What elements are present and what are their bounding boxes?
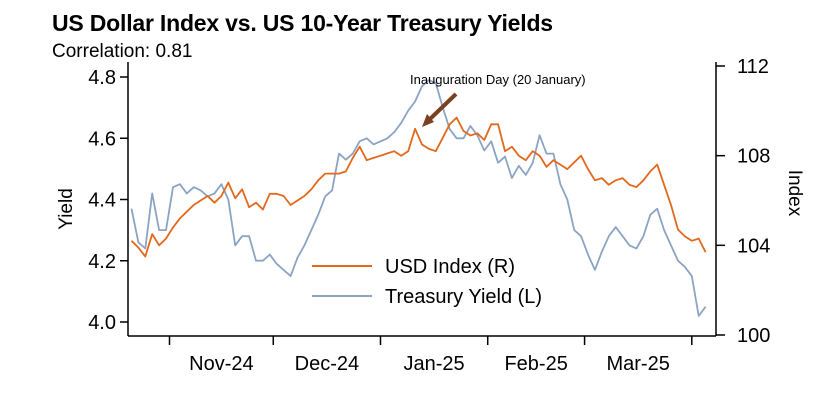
left-y-tick-label: 4.6 — [88, 128, 116, 150]
legend: USD Index (R) Treasury Yield (L) — [312, 256, 542, 308]
x-tick-label: Mar-25 — [606, 353, 669, 375]
right-axis-label: Index — [784, 170, 805, 217]
x-tick-label: Feb-25 — [504, 353, 567, 375]
annotation-text: Inauguration Day (20 January) — [410, 72, 586, 87]
annotation: Inauguration Day (20 January) — [410, 72, 586, 127]
x-tick-label: Jan-25 — [404, 353, 465, 375]
left-y-axis: 4.0 4.2 4.4 4.6 4.8 — [88, 67, 128, 334]
chart-title: US Dollar Index vs. US 10-Year Treasury … — [52, 10, 553, 36]
series-layer — [130, 79, 707, 317]
usd-index-line — [130, 116, 707, 258]
left-y-tick-label: 4.0 — [88, 312, 116, 334]
right-y-tick-label: 112 — [737, 56, 769, 78]
right-y-tick-label: 100 — [737, 325, 770, 347]
annotation-arrowhead — [422, 114, 434, 127]
chart-subtitle: Correlation: 0.81 — [52, 41, 193, 62]
annotation-arrow-shaft — [428, 92, 458, 121]
left-y-tick-label: 4.4 — [88, 190, 116, 212]
legend-treasury-label: Treasury Yield (L) — [385, 286, 542, 308]
x-tick-label: Nov-24 — [189, 353, 253, 375]
treasury-yield-line — [130, 79, 707, 317]
x-axis: Nov-24 Dec-24 Jan-25 Feb-25 Mar-25 — [168, 336, 693, 375]
right-y-axis: 100 104 108 112 — [716, 56, 770, 347]
legend-usd-label: USD Index (R) — [385, 256, 515, 278]
right-y-tick-label: 108 — [737, 146, 770, 168]
left-y-tick-label: 4.2 — [88, 251, 116, 273]
right-y-tick-label: 104 — [737, 235, 770, 257]
x-tick-label: Dec-24 — [295, 353, 359, 375]
left-y-tick-label: 4.8 — [88, 67, 116, 89]
left-axis-label: Yield — [56, 188, 77, 230]
